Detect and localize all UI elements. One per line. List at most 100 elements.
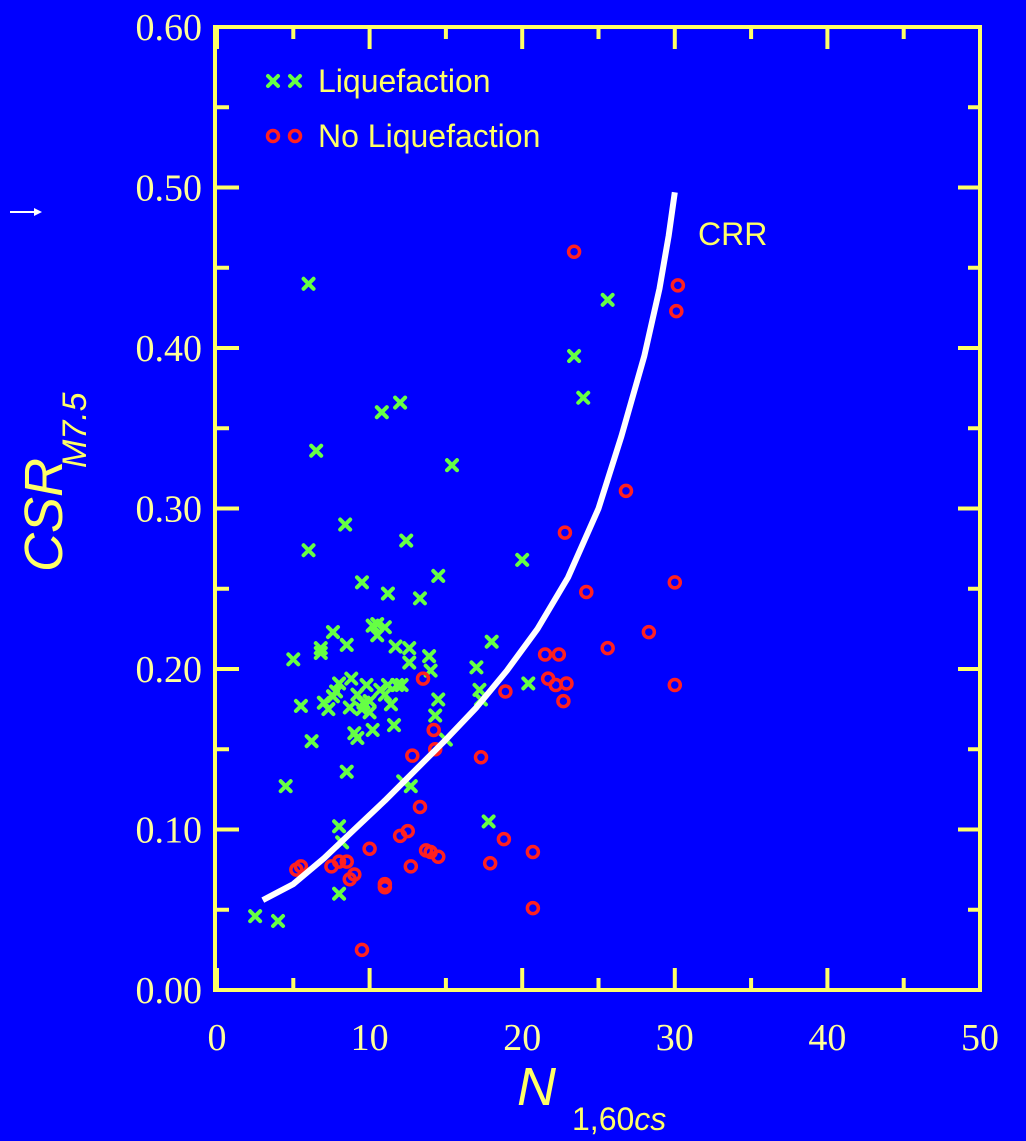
no-liquefaction-point [670, 278, 686, 293]
no-liquefaction-point [339, 854, 354, 869]
y-axis-label-subscript: M7.5 [56, 392, 94, 468]
liquefaction-point [365, 722, 380, 737]
x-tick-label: 0 [208, 1017, 227, 1059]
liquefaction-point [403, 779, 418, 794]
liquefaction-point [321, 702, 336, 717]
no-liquefaction-point [331, 854, 347, 869]
liquefaction-point [374, 405, 389, 420]
no-liquefaction-point [427, 742, 443, 757]
legend-no-liquefaction-marker-2 [287, 128, 303, 144]
liquefaction-point [393, 395, 408, 410]
liquefaction-point [338, 517, 353, 532]
liquefaction-point [431, 568, 446, 583]
y-tick-label: 0.60 [136, 7, 203, 49]
y-axis-label: CSR [14, 458, 74, 572]
y-tick-label: 0.30 [136, 489, 203, 531]
x-tick-label: 10 [351, 1017, 389, 1059]
legend-liquefaction-marker-1 [266, 74, 280, 88]
liquefaction-point [332, 676, 347, 691]
no-liquefaction-point [412, 799, 428, 815]
liquefaction-point [359, 678, 374, 693]
no-liquefaction-point [354, 942, 370, 958]
liquefaction-point [377, 620, 392, 635]
liquefaction-point [515, 552, 530, 567]
y-tick-label: 0.50 [136, 168, 203, 210]
legend-liquefaction-marker-2 [288, 74, 302, 88]
liquefaction-point [278, 779, 293, 794]
liquefaction-point [293, 698, 308, 713]
liquefaction-point [394, 678, 409, 693]
liquefaction-point [286, 652, 301, 667]
no-liquefaction-point [618, 483, 634, 499]
legend-no-liquefaction-marker [265, 128, 303, 144]
liquefaction-point [445, 458, 460, 473]
liquefaction-point [325, 625, 340, 640]
liquefaction-point [332, 886, 347, 901]
plot-frame [213, 25, 982, 992]
curve-label: CRR [698, 216, 767, 252]
liquefaction-point [304, 734, 319, 749]
liquefaction-point [399, 533, 414, 548]
y-tick-label: 0.40 [136, 328, 203, 370]
liquefaction-point [412, 591, 427, 606]
no-liquefaction-point [566, 244, 582, 259]
no-liquefaction-point [415, 671, 431, 686]
y-tick-label: 0.20 [136, 649, 203, 691]
liquefaction-point [362, 705, 377, 720]
liquefaction-point [521, 676, 536, 691]
no-liquefaction-point [525, 900, 541, 916]
liquefaction-point [388, 639, 403, 654]
x-tick-label: 20 [503, 1017, 541, 1059]
no-liquefaction-point [473, 750, 489, 765]
no-liquefaction-point [362, 841, 377, 857]
no-liquefaction-point [431, 849, 446, 865]
liquefaction-point [344, 671, 359, 686]
liquefaction-point [402, 641, 417, 656]
no-liquefaction-point [551, 647, 567, 662]
no-liquefaction-point [525, 844, 541, 860]
no-liquefaction-point [641, 624, 657, 640]
data-points [248, 244, 686, 958]
liquefaction-point [422, 649, 437, 664]
y-tick-label: 0.10 [136, 810, 203, 852]
liquefaction-point [431, 692, 446, 707]
legend-liquefaction-label: Liquefaction [318, 63, 491, 99]
no-liquefaction-point [400, 823, 415, 839]
no-liquefaction-point [600, 640, 615, 656]
liquefaction-point [576, 390, 591, 405]
no-liquefaction-point [405, 748, 420, 763]
x-tick-label: 40 [808, 1017, 846, 1059]
liquefaction-point [309, 443, 324, 458]
no-liquefaction-point [482, 855, 498, 871]
no-liquefaction-point [557, 525, 573, 540]
crr-curve-group [261, 191, 678, 903]
liquefaction-point [383, 697, 398, 712]
no-liquefaction-point [579, 584, 594, 600]
liquefaction-point [600, 292, 615, 307]
no-liquefaction-point [669, 303, 684, 319]
liquefaction-point [380, 586, 395, 601]
x-axis-label: N [517, 1057, 557, 1117]
no-liquefaction-point [556, 693, 571, 709]
y-tick-labels: 0.00 0.10 0.20 0.30 0.40 0.50 0.60 [136, 7, 203, 1012]
liquefaction-point [332, 819, 347, 834]
liquefaction-point [428, 708, 443, 723]
no-liquefaction-point [293, 859, 309, 874]
no-liquefaction-point [377, 880, 393, 895]
liquefaction-point [248, 909, 263, 924]
x-tick-label: 50 [961, 1017, 999, 1059]
liquefaction-point [339, 764, 354, 779]
legend-no-liquefaction-label: No Liquefaction [318, 118, 540, 154]
no-liquefaction-point [537, 647, 553, 662]
liquefaction-point [387, 718, 402, 733]
liquefaction-point [339, 637, 354, 652]
crr-curve [261, 191, 678, 903]
liquefaction-point [342, 700, 357, 715]
no-liquefaction-point [496, 831, 512, 847]
liquefaction-point [567, 349, 582, 364]
liquefaction-point [350, 731, 365, 746]
x-tick-labels: 0 10 20 30 40 50 [208, 1017, 1000, 1059]
liquefaction-point [271, 913, 286, 928]
